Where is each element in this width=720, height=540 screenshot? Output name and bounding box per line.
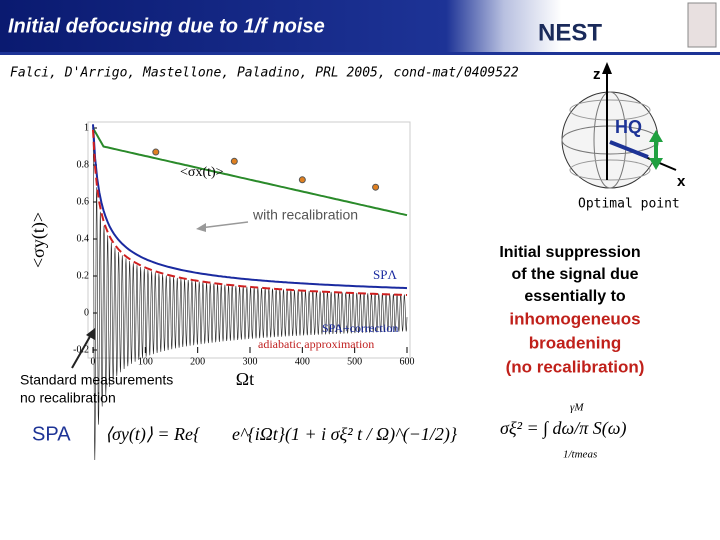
pointer (71, 332, 93, 369)
formula: e^{iΩt}(1 + i σξ² t / Ω)^(−1/2)} (232, 424, 458, 445)
x-label: x (677, 173, 686, 190)
citation: Falci, D'Arrigo, Mastellone, Paladino, P… (10, 66, 519, 81)
explanation: Initial suppression (499, 244, 640, 261)
curve-label: SPA+correction (322, 321, 398, 335)
arrow-head (649, 158, 663, 170)
y-tick-label: 0.4 (77, 233, 90, 244)
curve-label: adiabatic approximation (258, 337, 374, 351)
marker (152, 148, 160, 156)
sphere-grid (569, 159, 651, 181)
logo: NEST (538, 19, 602, 46)
x-tick-label: 200 (190, 356, 205, 367)
explanation: of the signal due (511, 266, 638, 283)
annotation: no recalibration (20, 390, 116, 406)
z-label: z (593, 66, 601, 83)
x-tick-label: 500 (347, 356, 362, 367)
y-tick-label: 0.8 (77, 159, 90, 170)
y-tick-label: 0.2 (77, 270, 90, 281)
annotation: Standard measurements (20, 372, 173, 388)
sphere-grid (593, 91, 627, 189)
curve-label: SPΛ (373, 267, 397, 282)
title: Initial defocusing due to 1/f noise (8, 15, 325, 37)
x-tick-label: 400 (295, 356, 310, 367)
red-curve (92, 129, 408, 296)
x-axis-label: Ωt (236, 369, 254, 389)
sphere (561, 91, 659, 189)
integral-limit: 1/tmeas (563, 449, 597, 461)
formula-label: SPA (32, 423, 71, 445)
arrow-head (602, 62, 612, 74)
marker (372, 183, 380, 191)
header-rule (0, 52, 720, 55)
hq-label: HQ (615, 117, 642, 137)
arrow-head (649, 130, 663, 142)
y-tick-label: 0 (84, 307, 89, 318)
y-tick-label: 0.6 (77, 196, 90, 207)
oscillation (92, 127, 408, 461)
pointer (199, 221, 249, 229)
blue-curve (92, 124, 408, 290)
annotation: with recalibration (252, 207, 358, 223)
explanation: essentially to (524, 288, 626, 305)
crest (687, 2, 717, 48)
x-tick-label: 100 (138, 356, 153, 367)
y-tick-label: -0.2 (73, 344, 89, 355)
hq-vector (609, 140, 649, 159)
bloch-caption: Optimal point (578, 197, 680, 212)
header-bar (0, 0, 720, 52)
sphere-grid (569, 99, 651, 121)
x-tick-label: 300 (243, 356, 258, 367)
explanation-highlight: broadening (529, 333, 622, 352)
y-tick-label: 1 (84, 122, 89, 133)
sigma-formula: σξ² = ∫ dω/π S(ω) (500, 418, 626, 439)
formula: ⟨σy(t)⟩ = Re{ (105, 424, 201, 445)
pointer-head (86, 328, 95, 340)
explanation-highlight: (no recalibration) (506, 357, 645, 376)
marker (230, 157, 238, 165)
marker (298, 176, 306, 184)
explanation-highlight: inhomogeneuos (509, 309, 640, 328)
bloch-sphere: z x HQ Optimal point (561, 62, 686, 212)
x-tick-label: 0 (91, 356, 96, 367)
curve-label: <σx(t)> (180, 165, 224, 180)
integral-limit: γM (570, 402, 584, 414)
x-tick-label: 600 (400, 356, 415, 367)
y-axis-label: <σy(t)> (28, 212, 49, 268)
green-curve (92, 127, 408, 217)
pointer-head (196, 223, 206, 232)
